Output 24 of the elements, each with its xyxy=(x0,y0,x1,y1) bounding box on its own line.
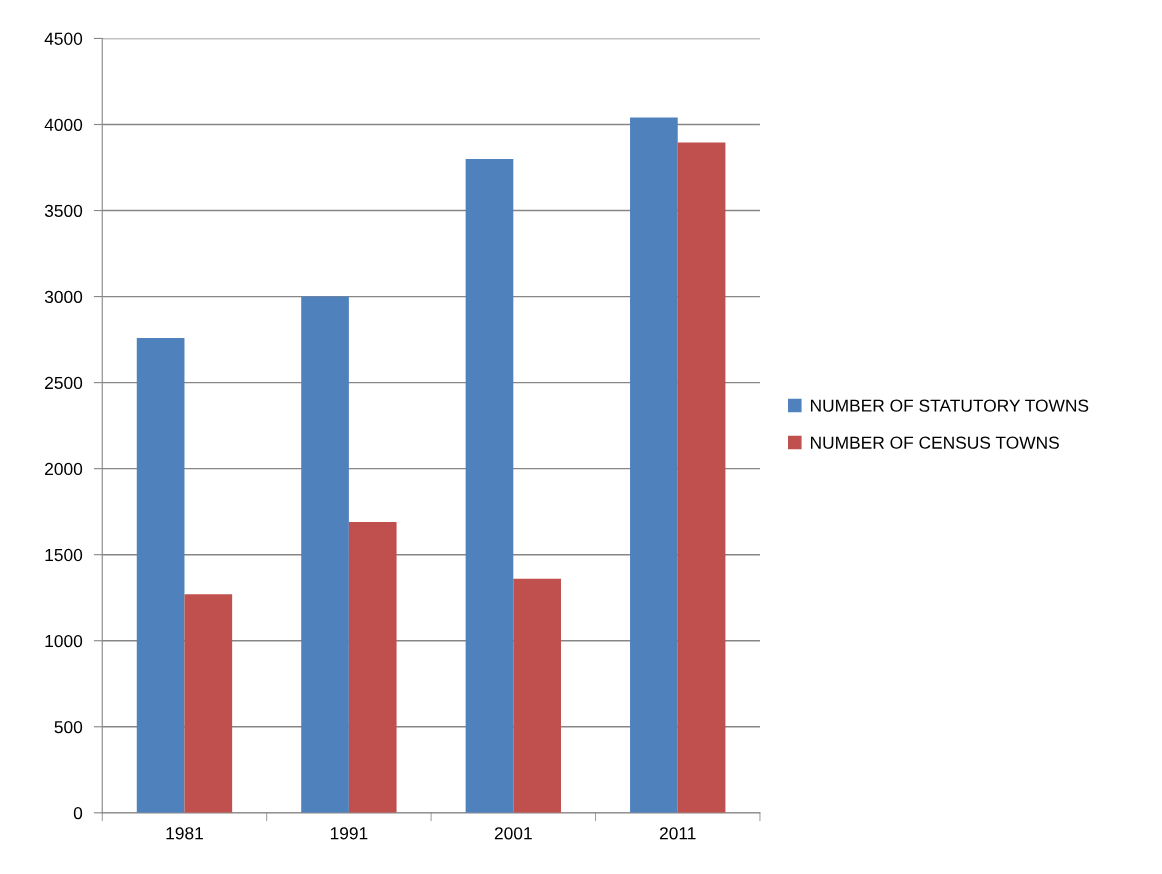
bar xyxy=(348,522,397,813)
y-tick-label: 2500 xyxy=(45,376,83,390)
bar xyxy=(513,578,561,813)
y-tick-label: 0 xyxy=(73,806,83,820)
bar xyxy=(630,117,678,813)
bar xyxy=(136,337,185,813)
x-tick-label: 1981 xyxy=(166,827,203,840)
y-tick-label: 3000 xyxy=(44,290,83,304)
y-tick-label: 4000 xyxy=(44,118,83,131)
x-tick-label: 2011 xyxy=(659,827,696,840)
y-tick-label: 2000 xyxy=(45,462,83,476)
y-tick-label: 3500 xyxy=(44,204,83,217)
x-tick-label: 2001 xyxy=(494,827,532,840)
y-tick-label: 500 xyxy=(54,720,83,734)
y-tick-label: 4500 xyxy=(44,32,83,45)
y-tick-label: 1500 xyxy=(45,548,83,562)
legend-label: NUMBER OF STATUTORY TOWNS xyxy=(810,399,1089,412)
bar xyxy=(465,158,514,813)
bar xyxy=(301,296,349,813)
y-tick-label: 1000 xyxy=(45,634,83,648)
x-tick-label: 1991 xyxy=(330,827,368,840)
legend-label: NUMBER OF CENSUS TOWNS xyxy=(810,436,1059,449)
bar xyxy=(184,594,233,813)
bar xyxy=(677,142,726,813)
